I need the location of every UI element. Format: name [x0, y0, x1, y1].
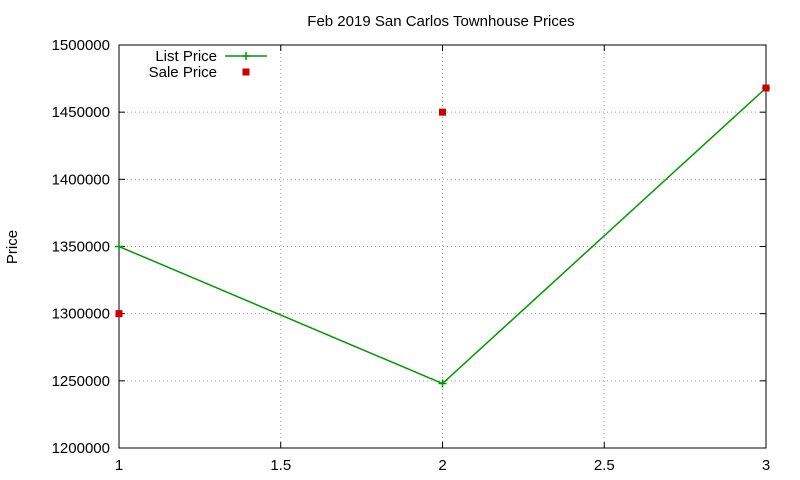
- y-tick-label: 1250000: [52, 373, 110, 390]
- tick-labels: 1200000 1250000 1300000 1350000 1400000 14500…: [52, 37, 771, 474]
- y-tick-label: 1300000: [52, 306, 110, 323]
- grid-lines: [119, 45, 766, 448]
- legend-plus-marker: [242, 52, 250, 60]
- y-tick-label: 1400000: [52, 171, 110, 188]
- sale-price-point: [439, 108, 446, 116]
- x-tick-label: 1.5: [270, 457, 291, 474]
- legend-label: List Price: [155, 48, 217, 65]
- chart-title: Feb 2019 San Carlos Townhouse Prices: [307, 13, 574, 30]
- list-price-point: [438, 379, 447, 388]
- y-tick-label: 1450000: [52, 104, 110, 121]
- series-2: [115, 84, 770, 318]
- x-tick-label: 2: [438, 457, 446, 474]
- y-tick-label: 1200000: [52, 440, 110, 457]
- x-tick-label: 1: [115, 457, 123, 474]
- y-axis-label: Price: [4, 230, 21, 264]
- list-price-point: [115, 242, 123, 251]
- sale-price-point: [762, 84, 770, 92]
- y-tick-label: 1350000: [52, 239, 110, 256]
- sale-price-point: [115, 310, 123, 318]
- list-price-line: [118, 87, 767, 385]
- series-layer: [115, 83, 770, 388]
- y-tick-label: 1500000: [52, 37, 110, 54]
- legend-square-marker: [242, 68, 250, 76]
- x-tick-label: 2.5: [594, 457, 615, 474]
- legend-label: Sale Price: [149, 64, 217, 81]
- x-tick-label: 3: [762, 457, 770, 474]
